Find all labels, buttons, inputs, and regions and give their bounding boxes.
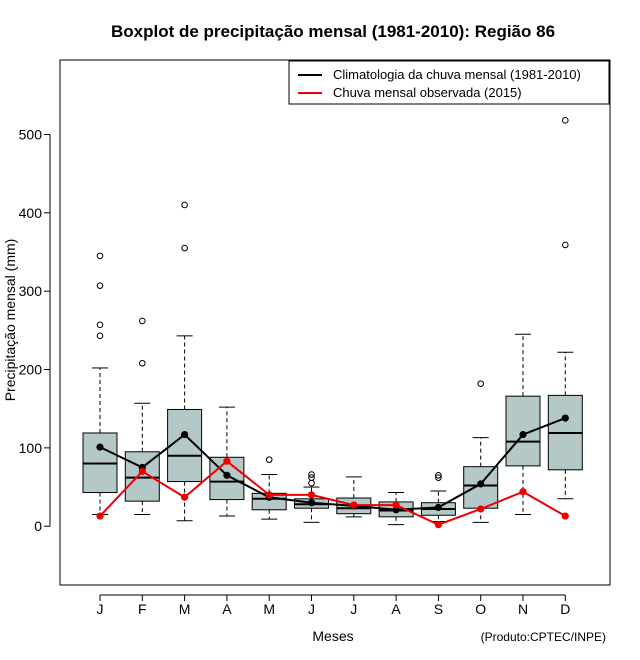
series-point-climatologia xyxy=(561,414,569,422)
series-point-climatologia xyxy=(181,430,189,439)
series-point-climatologia xyxy=(519,430,527,439)
outlier-point xyxy=(562,117,569,124)
outlier-point xyxy=(435,474,442,481)
series-point-observada xyxy=(223,457,231,465)
x-tick-label: F xyxy=(138,601,147,617)
series-point-observada xyxy=(138,467,146,475)
x-tick-label: N xyxy=(518,601,528,617)
x-tick-label: A xyxy=(391,601,401,617)
series-point-observada xyxy=(96,512,104,520)
series-point-observada xyxy=(392,501,400,509)
chart-title: Boxplot de precipitação mensal (1981-201… xyxy=(111,22,555,41)
y-tick-label: 0 xyxy=(34,518,42,534)
series-point-observada xyxy=(561,512,569,520)
x-tick-label: J xyxy=(97,601,104,617)
y-tick-label: 500 xyxy=(19,126,43,142)
outlier-point xyxy=(96,332,104,340)
credit-text: (Produto:CPTEC/INPE) xyxy=(481,630,606,644)
x-axis-label: Meses xyxy=(312,628,353,644)
outlier-point xyxy=(265,456,273,463)
x-tick-label: J xyxy=(350,601,357,617)
series-point-observada xyxy=(307,491,316,499)
series-point-observada xyxy=(477,505,485,513)
y-axis-label: Precipitação mensal (mm) xyxy=(2,239,18,402)
y-tick-label: 200 xyxy=(19,362,43,378)
series-point-observada xyxy=(519,488,527,496)
box-iqr xyxy=(124,451,160,502)
x-tick-label: M xyxy=(263,601,275,617)
outlier-point xyxy=(181,244,188,252)
x-tick-label: M xyxy=(179,601,191,617)
series-point-climatologia xyxy=(96,443,104,451)
axes-layer: 0 100 200 300 400 500 J F M A M J J A S O N D xyxy=(19,126,571,617)
series-line-observada xyxy=(99,459,566,526)
series-point-climatologia xyxy=(434,503,442,512)
outlier-point xyxy=(308,479,315,487)
y-tick-label: 300 xyxy=(19,283,43,299)
outlier-point xyxy=(96,321,104,329)
legend: Climatologia da chuva mensal (1981-2010)… xyxy=(288,60,610,105)
outlier-point xyxy=(477,380,485,387)
series-point-observada xyxy=(265,491,273,499)
outlier-point xyxy=(181,201,188,209)
series-point-observada xyxy=(350,501,358,509)
outlier-point xyxy=(139,317,146,325)
boxes-layer xyxy=(82,117,583,526)
y-tick-label: 100 xyxy=(19,440,43,456)
x-tick-label: J xyxy=(308,601,315,617)
y-tick-label: 400 xyxy=(19,205,43,221)
outlier-point xyxy=(96,282,104,289)
series-point-observada xyxy=(434,521,442,529)
series-point-climatologia xyxy=(477,480,485,488)
outlier-point xyxy=(435,471,442,479)
series-layer xyxy=(96,414,569,529)
x-tick-label: A xyxy=(222,601,232,617)
outlier-point xyxy=(562,241,569,249)
outlier-point xyxy=(308,471,315,478)
plot-frame xyxy=(59,59,611,586)
outlier-point xyxy=(96,252,104,260)
legend-box xyxy=(288,60,610,105)
legend-label-climatologia: Climatologia da chuva mensal (1981-2010) xyxy=(333,67,581,82)
series-line-climatologia xyxy=(99,417,566,511)
outlier-point xyxy=(139,359,146,367)
outlier-point xyxy=(308,474,315,481)
series-point-observada xyxy=(181,493,189,501)
x-tick-label: O xyxy=(475,601,486,617)
legend-label-observada: Chuva mensal observada (2015) xyxy=(333,85,522,100)
x-tick-label: S xyxy=(434,601,443,617)
x-tick-label: D xyxy=(560,601,570,617)
series-point-climatologia xyxy=(223,471,231,479)
series-point-climatologia xyxy=(307,499,316,507)
